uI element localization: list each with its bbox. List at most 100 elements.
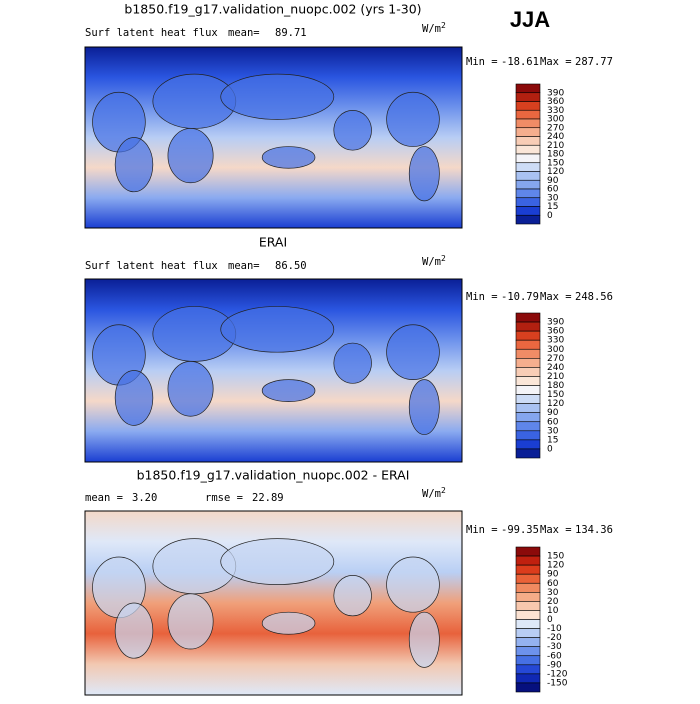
continent (114, 602, 154, 659)
colorbar-box (515, 673, 541, 684)
colorbar-label: -10 (547, 624, 562, 634)
colorbar-box (515, 546, 541, 557)
continent (386, 556, 440, 613)
colorbar-label: 120 (547, 399, 564, 409)
max-label: Max = (540, 524, 572, 536)
colorbar-label: 270 (547, 123, 564, 133)
left-label: Surf latent heat flux (85, 260, 218, 272)
colorbar-box (515, 339, 541, 350)
panel-title: b1850.f19_g17.validation_nuopc.002 - ERA… (137, 468, 410, 483)
max-value: 287.77 (575, 56, 613, 68)
colorbar-box (515, 421, 541, 432)
continent (114, 370, 154, 426)
units-base: W/m (422, 488, 441, 500)
colorbar-label: 90 (547, 176, 559, 186)
continent (261, 146, 316, 169)
min-label: Min = (466, 524, 498, 536)
colorbar-label: 30 (547, 426, 559, 436)
continent (114, 137, 154, 193)
season-title: JJA (510, 7, 550, 32)
continent (220, 306, 335, 353)
colorbar-label: 90 (547, 408, 559, 418)
continent (167, 360, 214, 417)
left-label: Surf latent heat flux (85, 27, 218, 39)
colorbar-box (515, 367, 541, 377)
units-base: W/m (422, 23, 441, 35)
colorbar-box (515, 573, 541, 584)
min-value: -10.79 (501, 291, 539, 303)
continent (408, 379, 440, 435)
colorbar-label: 150 (547, 158, 564, 168)
center-value: 89.71 (275, 27, 307, 39)
colorbar-label: -90 (547, 660, 562, 670)
colorbar-label: 30 (547, 193, 559, 203)
colorbar-label: 10 (547, 606, 559, 616)
units: W/m2 (422, 21, 446, 36)
colorbar-label: 60 (547, 417, 559, 427)
colorbar-label: 120 (547, 561, 564, 571)
colorbar-box (515, 92, 541, 102)
continent (220, 538, 335, 585)
colorbar-box (515, 206, 541, 216)
colorbar-label: 15 (547, 435, 558, 445)
units-exp: 2 (441, 486, 446, 495)
colorbar-box (515, 83, 541, 94)
colorbar-box (515, 682, 541, 693)
continent (386, 91, 440, 147)
center-label: mean= (228, 27, 260, 39)
left-label: mean = (85, 492, 123, 504)
colorbar-label: 15 (547, 202, 558, 212)
colorbar-label: 240 (547, 132, 564, 142)
colorbar-label: 150 (547, 390, 564, 400)
colorbar-label: 390 (547, 318, 564, 328)
colorbar-label: 60 (547, 579, 559, 589)
min-value: -18.61 (501, 56, 539, 68)
continent (333, 342, 372, 384)
colorbar-box (515, 109, 541, 120)
max-label: Max = (540, 56, 572, 68)
units-base: W/m (422, 256, 441, 268)
colorbar-label: 210 (547, 372, 564, 382)
continent (167, 593, 214, 650)
colorbar-box (515, 448, 541, 459)
min-label: Min = (466, 56, 498, 68)
colorbar-box (515, 321, 541, 332)
continent (261, 611, 316, 635)
colorbar-label: 180 (547, 381, 564, 391)
colorbar-label: 30 (547, 588, 559, 598)
colorbar-label: -150 (547, 678, 568, 688)
colorbar-label: 20 (547, 597, 559, 607)
colorbar-label: -60 (547, 651, 562, 661)
colorbar-box (515, 358, 541, 368)
colorbar-box (515, 430, 541, 441)
colorbar-box (515, 592, 541, 602)
center-label: rmse = (205, 492, 243, 504)
colorbar-box (515, 330, 541, 341)
max-label: Max = (540, 291, 572, 303)
colorbar-label: 300 (547, 115, 564, 125)
left-value: 3.20 (132, 492, 157, 504)
colorbar-box (515, 127, 541, 137)
continent (167, 128, 214, 184)
max-value: 134.36 (575, 524, 613, 536)
colorbar-box (515, 412, 541, 423)
colorbar-label: 0 (547, 444, 553, 454)
colorbar-box (515, 582, 541, 593)
continent (408, 611, 440, 668)
units-exp: 2 (441, 254, 446, 263)
colorbar-label: 120 (547, 167, 564, 177)
colorbar-box (515, 403, 541, 413)
units-exp: 2 (441, 21, 446, 30)
colorbar-box (515, 171, 541, 181)
colorbar-box (515, 136, 541, 146)
units: W/m2 (422, 486, 446, 501)
max-value: 248.56 (575, 291, 613, 303)
colorbar-label: 0 (547, 615, 553, 625)
continent (333, 109, 372, 151)
colorbar-box (515, 101, 541, 111)
center-value: 22.89 (252, 492, 284, 504)
colorbar-box (515, 610, 541, 620)
continent (408, 146, 440, 202)
center-value: 86.50 (275, 260, 307, 272)
min-value: -99.35 (501, 524, 539, 536)
